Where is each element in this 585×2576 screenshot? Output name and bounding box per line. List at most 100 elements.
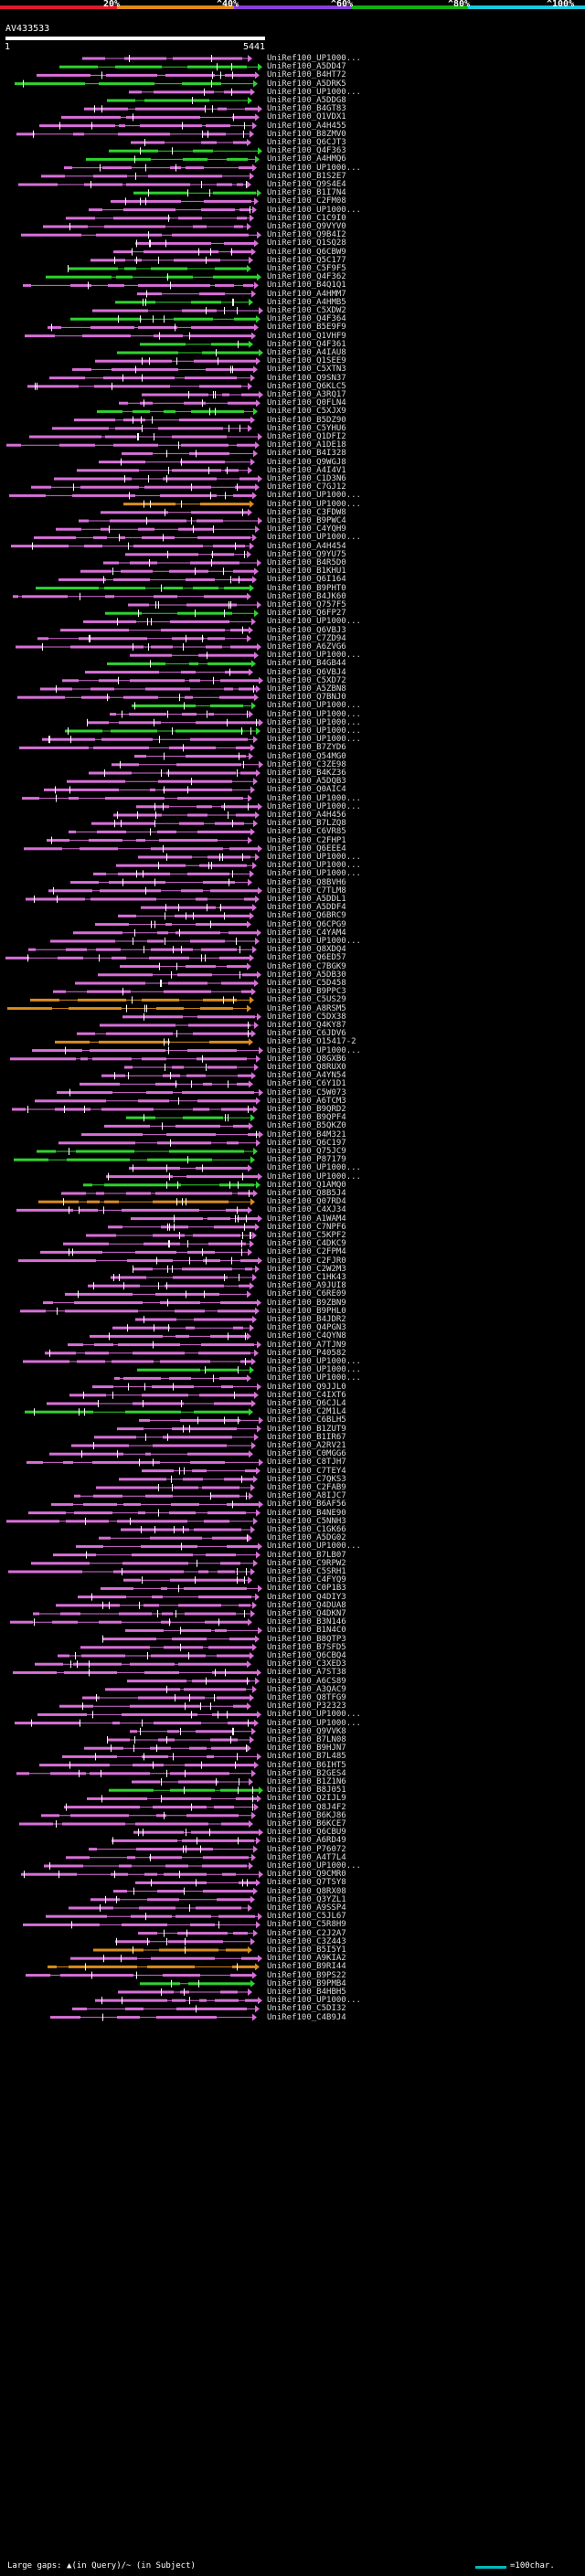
hit-label[interactable]: UniRef100_UP1000... [267,1045,361,1055]
hit-label[interactable]: UniRef100_A5DQB3 [267,777,346,787]
hit-label[interactable]: UniRef100_C4DKC9 [267,1239,346,1249]
hit-label[interactable]: UniRef100_UP1000... [267,491,361,501]
hit-label[interactable]: UniRef100_Q4PGN3 [267,1323,346,1333]
hit-label[interactable]: UniRef100_Q9B4I2 [267,230,346,240]
hit-label[interactable]: UniRef100_Q4F363 [267,146,346,156]
hit-label[interactable]: UniRef100_Q3YZL1 [267,1894,346,1904]
hit-label[interactable]: UniRef100_UP1000... [267,735,361,745]
hit-label[interactable]: UniRef100_B7LN08 [267,1735,346,1744]
hit-label[interactable]: UniRef100_B5DZ90 [267,415,346,425]
hit-label[interactable]: UniRef100_P87179 [267,1155,346,1165]
hit-label[interactable]: UniRef100_UP1000... [267,617,361,627]
hit-label[interactable]: UniRef100_C0MGG6 [267,1449,346,1459]
hit-label[interactable]: UniRef100_O15417-2 [267,1037,356,1047]
hit-label[interactable]: UniRef100_C5KPF2 [267,1231,346,1240]
hit-label[interactable]: UniRef100_Q9SN37 [267,373,346,383]
hit-label[interactable]: UniRef100_Q6CPG9 [267,919,346,929]
hit-label[interactable]: UniRef100_B9QPF4 [267,1113,346,1123]
hit-label[interactable]: UniRef100_UP1000... [267,869,361,879]
hit-label[interactable]: UniRef100_B4Q1Q1 [267,281,346,291]
hit-label[interactable]: UniRef100_Q4DIY3 [267,1592,346,1602]
hit-label[interactable]: UniRef100_UP1000... [267,1365,361,1375]
hit-label[interactable]: UniRef100_B1KHU1 [267,567,346,577]
hit-label[interactable]: UniRef100_Q6CBQ4 [267,1651,346,1660]
hit-label[interactable]: UniRef100_UP1000... [267,87,361,97]
hit-label[interactable]: UniRef100_Q4KY87 [267,1021,346,1030]
hit-label[interactable]: UniRef100_Q4F364 [267,314,346,324]
hit-label[interactable]: UniRef100_C4FYQ9 [267,1575,346,1585]
hit-label[interactable]: UniRef100_B6AF56 [267,1500,346,1510]
hit-label[interactable]: UniRef100_UP1000... [267,701,361,711]
hit-label[interactable]: UniRef100_A3QAC9 [267,1684,346,1694]
hit-label[interactable]: UniRef100_UP1000... [267,801,361,811]
hit-label[interactable]: UniRef100_B9RI44 [267,1962,346,1972]
hit-label[interactable]: UniRef100_UP1000... [267,205,361,215]
hit-label[interactable]: UniRef100_B4GB44 [267,659,346,669]
hit-label[interactable]: UniRef100_B4M321 [267,1129,346,1140]
hit-label[interactable]: UniRef100_UP1000... [267,726,361,736]
hit-label[interactable]: UniRef100_C5XJX9 [267,407,346,417]
hit-label[interactable]: UniRef100_B4JDR2 [267,1315,346,1324]
hit-label[interactable]: UniRef100_A5DDF4 [267,903,346,913]
hit-label[interactable]: UniRef100_C5R8H9 [267,1920,346,1930]
hit-label[interactable]: UniRef100_B6KCE7 [267,1819,346,1829]
hit-label[interactable]: UniRef100_C1D3N6 [267,474,346,483]
hit-label[interactable]: UniRef100_B6KJ86 [267,1810,346,1820]
hit-label[interactable]: UniRef100_UP1000... [267,651,361,661]
hit-label[interactable]: UniRef100_C7BGK9 [267,961,346,971]
hit-label[interactable]: UniRef100_Q9VYV0 [267,222,346,231]
hit-label[interactable]: UniRef100_B9PHL0 [267,1306,346,1316]
hit-label[interactable]: UniRef100_Q8XDQ4 [267,945,346,955]
hit-label[interactable]: UniRef100_B9PMB4 [267,1978,346,1988]
hit-label[interactable]: UniRef100_A8IJC7 [267,1491,346,1501]
hit-label[interactable]: UniRef100_C7TEY4 [267,1466,346,1476]
hit-label[interactable]: UniRef100_Q757F5 [267,600,346,610]
hit-label[interactable]: UniRef100_A4YN54 [267,1071,346,1081]
hit-label[interactable]: UniRef100_A7ST38 [267,1668,346,1678]
hit-label[interactable]: UniRef100_P76072 [267,1844,346,1854]
hit-label[interactable]: UniRef100_C2J2A7 [267,1928,346,1938]
hit-label[interactable]: UniRef100_Q8B5J4 [267,1189,346,1198]
hit-label[interactable]: UniRef100_Q07RD4 [267,1197,346,1207]
hit-label[interactable]: UniRef100_Q6CJT3 [267,138,346,147]
hit-label[interactable]: UniRef100_B5E9F9 [267,323,346,333]
hit-label[interactable]: UniRef100_B4KZ36 [267,769,346,778]
hit-label[interactable]: UniRef100_A1DE18 [267,440,346,451]
hit-label[interactable]: UniRef100_Q8BVH6 [267,877,346,887]
hit-label[interactable]: UniRef100_A4H455 [267,121,346,131]
hit-label[interactable]: UniRef100_C4YQH9 [267,525,346,535]
hit-label[interactable]: UniRef100_C5NNH3 [267,1516,346,1526]
hit-label[interactable]: UniRef100_Q6FP27 [267,609,346,619]
hit-label[interactable]: UniRef100_C4B9J4 [267,2012,346,2022]
hit-label[interactable]: UniRef100_C7NPF6 [267,1222,346,1232]
hit-label[interactable]: UniRef100_UP1000... [267,717,361,727]
hit-label[interactable]: UniRef100_B9ZBN9 [267,1298,346,1308]
hit-label[interactable]: UniRef100_C5DI32 [267,2004,346,2014]
hit-label[interactable]: UniRef100_C5XTN3 [267,365,346,375]
hit-label[interactable]: UniRef100_B4HT72 [267,70,346,80]
hit-label[interactable]: UniRef100_B4GT83 [267,104,346,114]
hit-label[interactable]: UniRef100_B1N4C0 [267,1626,346,1636]
hit-label[interactable]: UniRef100_Q9YU75 [267,549,346,559]
hit-label[interactable]: UniRef100_A7TJN9 [267,1340,346,1350]
hit-label[interactable]: UniRef100_C7QKS3 [267,1474,346,1484]
hit-label[interactable]: UniRef100_A4HMM7 [267,289,346,299]
hit-label[interactable]: UniRef100_Q9CMR0 [267,1870,346,1880]
hit-label[interactable]: UniRef100_UP1000... [267,1163,361,1173]
hit-label[interactable]: UniRef100_A5DG02 [267,1533,346,1543]
hit-label[interactable]: UniRef100_C1C9I0 [267,213,346,223]
hit-label[interactable]: UniRef100_C2FHP1 [267,835,346,845]
hit-label[interactable]: UniRef100_B1Z1N6 [267,1777,346,1786]
hit-label[interactable]: UniRef100_C2FM08 [267,196,346,207]
hit-label[interactable]: UniRef100_UP1000... [267,1861,361,1871]
hit-label[interactable]: UniRef100_Q8GXB6 [267,1054,346,1064]
hit-label[interactable]: UniRef100_A9JUI8 [267,1281,346,1291]
hit-label[interactable]: UniRef100_Q4F361 [267,339,346,349]
hit-label[interactable]: UniRef100_UP1000... [267,1357,361,1366]
hit-label[interactable]: UniRef100_A9KIA2 [267,1954,346,1964]
hit-label[interactable]: UniRef100_B5QKZ0 [267,1121,346,1131]
hit-label[interactable]: UniRef100_B9PS22 [267,1970,346,1980]
hit-label[interactable]: UniRef100_B4JK60 [267,591,346,601]
hit-label[interactable]: UniRef100_B9PWC4 [267,516,346,525]
hit-label[interactable]: UniRef100_P40582 [267,1348,346,1358]
